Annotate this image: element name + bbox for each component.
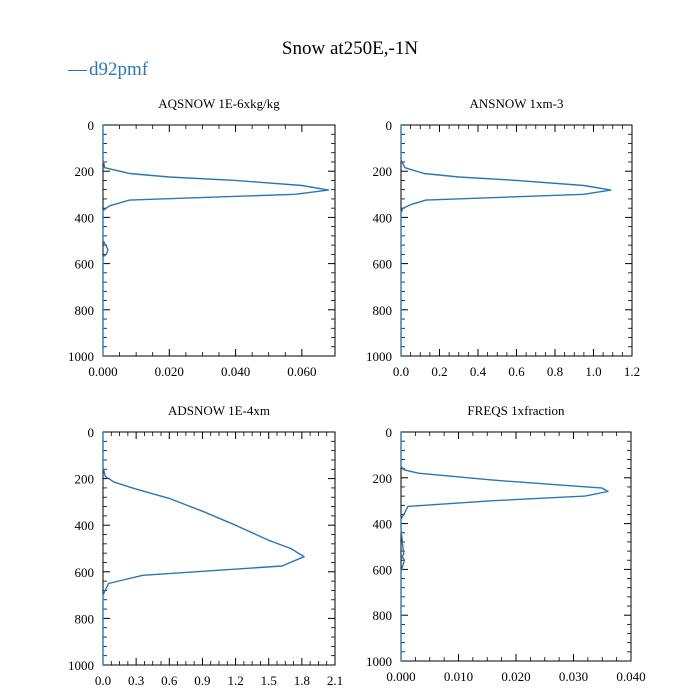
x-tick-label: 0.9 bbox=[194, 673, 210, 688]
series-line-d92pmf bbox=[102, 125, 330, 356]
x-tick-label: 0.020 bbox=[155, 364, 184, 379]
panels: AQSNOW 1E-6xkg/kg0.000 0.020 0.040 0.060020… bbox=[68, 96, 646, 688]
panel-title: AQSNOW 1E-6xkg/kg bbox=[158, 96, 280, 111]
chart-panel: ANSNOW 1xm-3 0.0 0.2 0.4 0.6 0.8 1.0 1.2 0 200 400… bbox=[366, 96, 640, 379]
panel-frame bbox=[102, 431, 336, 666]
y-tick-label: 800 bbox=[75, 611, 95, 626]
x-tick-label: 0.020 bbox=[501, 669, 530, 684]
y-tick-label: 200 bbox=[75, 472, 95, 487]
x-tick-label: 2.1 bbox=[327, 673, 343, 688]
legend: — d92pmf bbox=[67, 59, 149, 80]
y-tick-label: 800 bbox=[373, 608, 393, 623]
y-tick-label: 0 bbox=[386, 118, 393, 133]
y-tick-label: 800 bbox=[373, 303, 393, 318]
y-tick-label: 400 bbox=[75, 518, 95, 533]
y-tick-label: 0 bbox=[386, 425, 393, 440]
y-tick-label: 200 bbox=[373, 471, 393, 486]
y-tick-label: 0 bbox=[88, 425, 95, 440]
y-tick-label: 1000 bbox=[68, 349, 94, 364]
x-tick-label: 1.2 bbox=[624, 364, 640, 379]
x-tick-label: 1.8 bbox=[294, 673, 310, 688]
x-tick-label: 0.6 bbox=[508, 364, 525, 379]
x-tick-label: 0.040 bbox=[616, 669, 645, 684]
panel-frame bbox=[400, 124, 633, 357]
x-tick-label: 0.040 bbox=[221, 364, 250, 379]
panel-title: ANSNOW 1xm-3 bbox=[469, 96, 563, 111]
panel-frame bbox=[102, 124, 336, 357]
y-tick-label: 400 bbox=[373, 517, 393, 532]
y-tick-label: 400 bbox=[373, 210, 393, 225]
y-tick-label: 600 bbox=[373, 257, 393, 272]
x-tick-label: 0.060 bbox=[287, 364, 316, 379]
x-tick-label: 0.000 bbox=[386, 669, 415, 684]
y-tick-label: 800 bbox=[75, 303, 95, 318]
x-tick-label: 0.0 bbox=[95, 673, 111, 688]
legend-label: d92pmf bbox=[89, 59, 149, 80]
x-tick-label: 0.8 bbox=[547, 364, 563, 379]
chart-panel: AQSNOW 1E-6xkg/kg 0.000 0.020 0.040 0.060 0 20… bbox=[68, 96, 336, 379]
y-tick-label: 200 bbox=[75, 164, 95, 179]
y-tick-label: 200 bbox=[373, 164, 393, 179]
legend-marker: — bbox=[67, 59, 88, 80]
x-tick-label: 0.010 bbox=[444, 669, 473, 684]
x-tick-label: 0.030 bbox=[559, 669, 588, 684]
panel-frame bbox=[400, 431, 632, 662]
y-tick-label: 1000 bbox=[366, 654, 392, 669]
figure-title: Snow at250E,-1N bbox=[282, 38, 418, 59]
y-tick-label: 0 bbox=[88, 118, 95, 133]
series-line-d92pmf bbox=[400, 125, 612, 356]
y-tick-label: 400 bbox=[75, 210, 95, 225]
x-tick-label: 0.0 bbox=[393, 364, 409, 379]
x-tick-label: 0.000 bbox=[88, 364, 117, 379]
y-tick-label: 600 bbox=[75, 257, 95, 272]
y-tick-label: 1000 bbox=[366, 349, 392, 364]
series-line-d92pmf bbox=[400, 432, 609, 661]
y-tick-label: 1000 bbox=[68, 658, 94, 673]
x-tick-label: 0.3 bbox=[128, 673, 144, 688]
chart-panel: FREQS 1xfraction 0.000 0.010 0.020 0.030 0.04… bbox=[366, 403, 646, 684]
x-tick-label: 1.5 bbox=[261, 673, 277, 688]
x-tick-label: 1.0 bbox=[585, 364, 601, 379]
panel-title: FREQS 1xfraction bbox=[467, 403, 565, 418]
series-line-d92pmf bbox=[102, 432, 305, 665]
x-tick-label: 0.2 bbox=[431, 364, 447, 379]
x-tick-label: 1.2 bbox=[227, 673, 243, 688]
chart-panel: ADSNOW 1E-4xm 0.0 0.3 0.6 0.9 1.2 1.5 1.8 2.1 0 20… bbox=[68, 403, 343, 688]
y-tick-label: 600 bbox=[373, 562, 393, 577]
panel-title: ADSNOW 1E-4xm bbox=[168, 403, 270, 418]
x-tick-label: 0.6 bbox=[161, 673, 178, 688]
x-tick-label: 0.4 bbox=[470, 364, 487, 379]
y-tick-label: 600 bbox=[75, 565, 95, 580]
